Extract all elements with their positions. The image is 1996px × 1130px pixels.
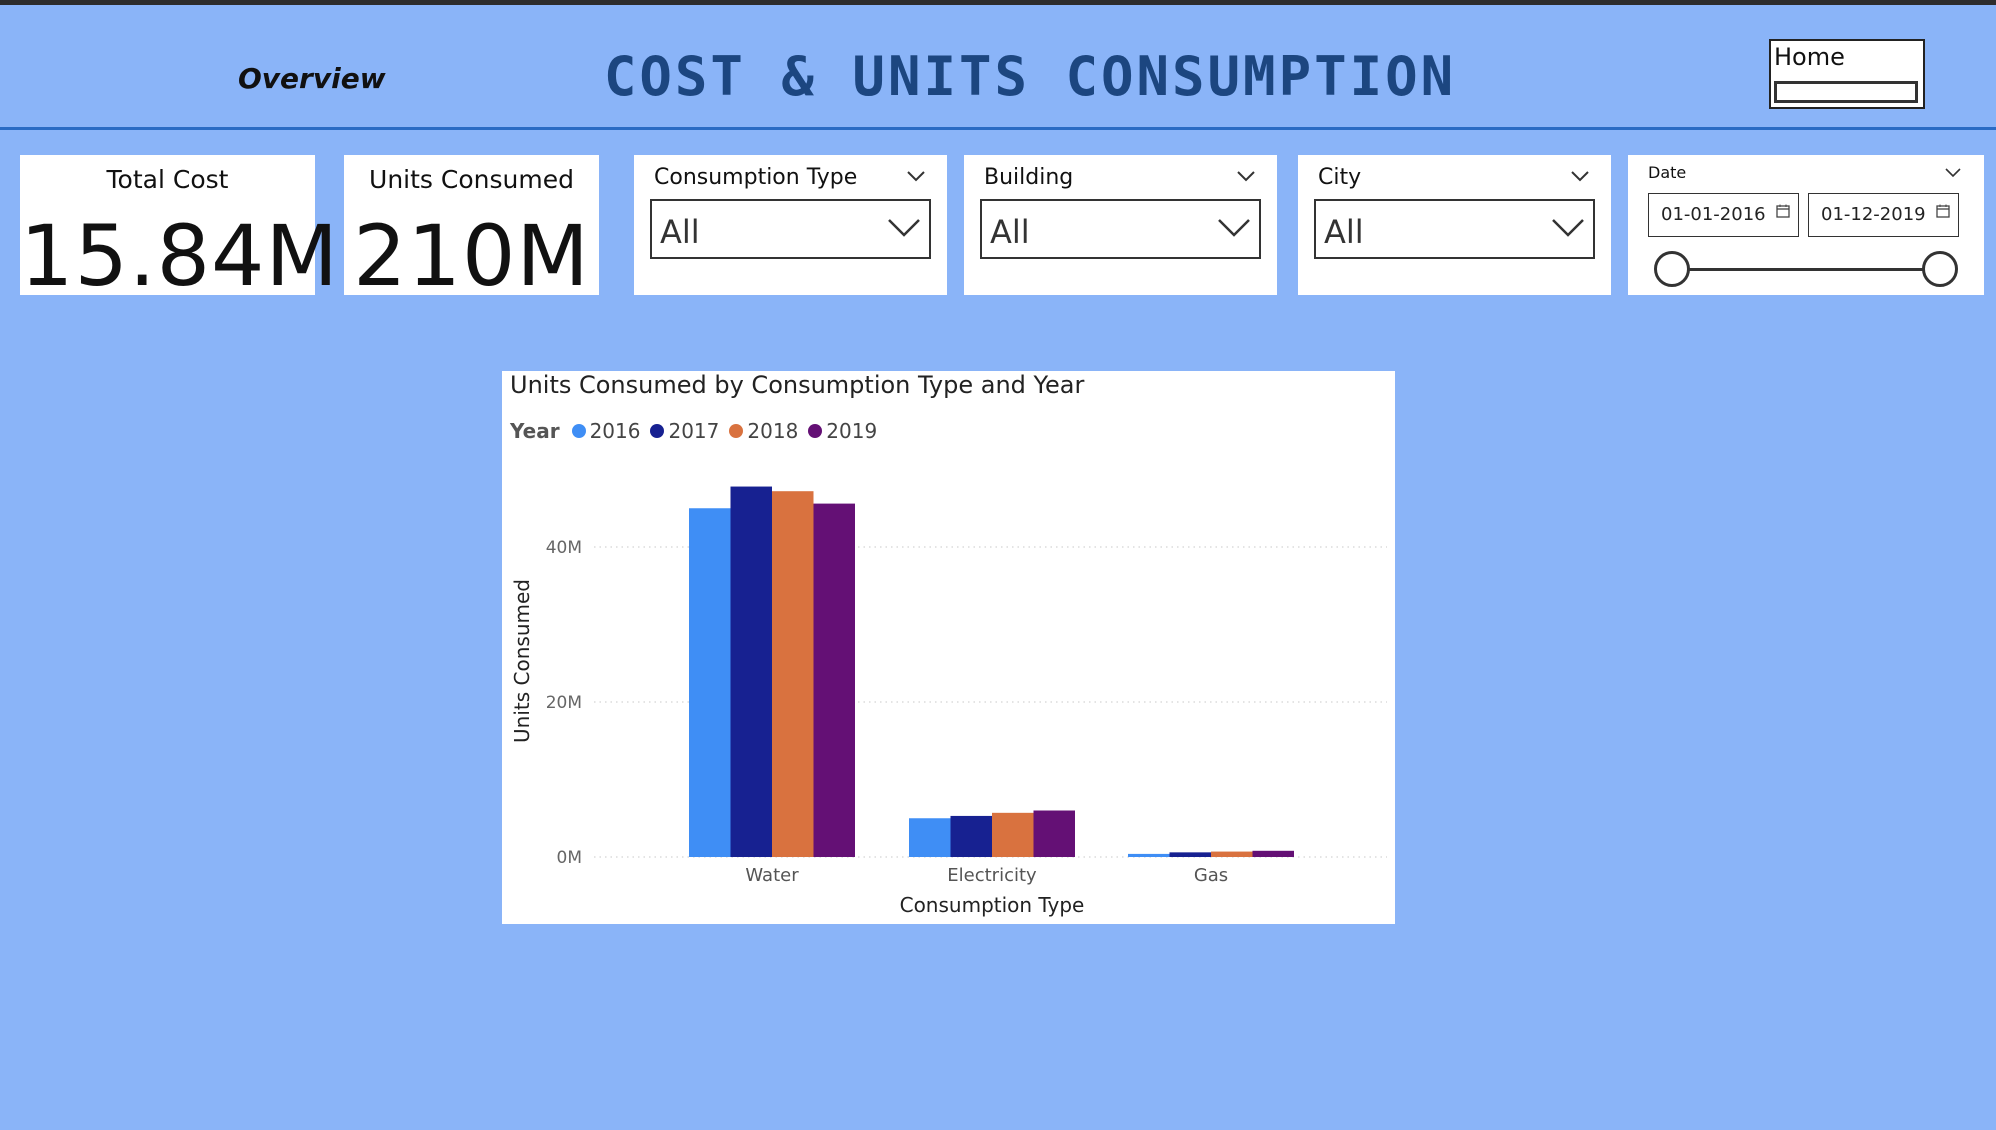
end-date-value: 01-12-2019 [1821, 204, 1926, 225]
chevron-down-icon[interactable] [905, 165, 927, 187]
home-button[interactable]: Home [1769, 39, 1925, 109]
chart-plot: 0M 20M 40M Water Electricity Gas Consumption T… [510, 486, 1387, 917]
legend-dot-2019 [808, 424, 823, 438]
dropdown-arrow-icon [1552, 219, 1584, 237]
bar[interactable] [730, 486, 773, 857]
legend-dot-2017 [650, 424, 665, 438]
consumption-type-dropdown[interactable]: All [650, 199, 931, 259]
date-slicer-label: Date [1648, 163, 1687, 182]
building-slicer-label: Building [984, 165, 1074, 190]
y-tick-label: 20M [546, 693, 582, 713]
units-consumed-card: Units Consumed 210M [344, 155, 599, 305]
city-value: All [1324, 213, 1364, 251]
date-range-start-handle[interactable] [1654, 251, 1690, 287]
bar[interactable] [1211, 851, 1253, 857]
window-top-border [0, 0, 1996, 5]
legend-title: Year [510, 419, 560, 443]
legend-item[interactable]: 2016 [571, 419, 641, 443]
legend-label-2016: 2016 [589, 419, 641, 443]
page-title: COST & UNITS CONSUMPTION [603, 45, 1457, 108]
bar[interactable] [689, 508, 731, 857]
total-cost-card: Total Cost 15.84M [20, 155, 338, 305]
total-cost-label: Total Cost [106, 165, 229, 194]
city-slicer-label: City [1318, 165, 1362, 190]
building-slicer: Building All [964, 155, 1277, 295]
units-consumed-label: Units Consumed [369, 165, 574, 194]
bar[interactable] [950, 815, 993, 857]
bar[interactable] [1033, 810, 1076, 858]
bar[interactable] [1169, 852, 1212, 857]
units-consumed-value: 210M [353, 207, 590, 305]
x-axis-title: Consumption Type [900, 893, 1085, 917]
dropdown-arrow-icon [888, 219, 920, 237]
end-date-input[interactable]: 01-12-2019 [1808, 193, 1959, 237]
overview-nav-label[interactable]: Overview [238, 62, 386, 95]
units-by-type-year-chart: Units Consumed by Consumption Type and Y… [502, 371, 1395, 924]
x-tick-label: Gas [1194, 865, 1228, 886]
bar[interactable] [1252, 850, 1295, 857]
home-button-label: Home [1774, 43, 1845, 71]
legend-label-2018: 2018 [747, 419, 799, 443]
legend-label-2019: 2019 [826, 419, 878, 443]
date-range-end-handle[interactable] [1922, 251, 1958, 287]
chevron-down-icon[interactable] [1569, 165, 1591, 187]
building-value: All [990, 213, 1030, 251]
chart-title: Units Consumed by Consumption Type and Y… [510, 371, 1085, 399]
legend-dot-2016 [571, 424, 586, 438]
x-tick-label: Electricity [947, 865, 1037, 886]
chart-legend: Year 2016 2017 2018 2019 [510, 419, 887, 443]
x-tick-label: Water [745, 865, 799, 886]
y-tick-label: 40M [546, 538, 582, 558]
building-dropdown[interactable]: All [980, 199, 1261, 259]
legend-item[interactable]: 2019 [808, 419, 877, 443]
dropdown-arrow-icon [1218, 219, 1250, 237]
chevron-down-icon[interactable] [1942, 161, 1964, 183]
date-range-slider-track[interactable] [1672, 268, 1940, 271]
bar[interactable] [1128, 853, 1170, 857]
consumption-type-value: All [660, 213, 700, 251]
bar[interactable] [772, 491, 814, 857]
legend-dot-2018 [729, 424, 744, 438]
city-slicer: City All [1298, 155, 1611, 295]
legend-label-2017: 2017 [668, 419, 720, 443]
legend-item[interactable]: 2018 [729, 419, 798, 443]
y-tick-label: 0M [557, 848, 582, 868]
y-axis-title: Units Consumed [510, 579, 534, 743]
consumption-type-slicer-label: Consumption Type [654, 165, 858, 190]
consumption-type-slicer: Consumption Type All [634, 155, 947, 295]
calendar-icon[interactable] [1936, 204, 1950, 218]
bar[interactable] [909, 818, 951, 857]
total-cost-value: 15.84M [20, 207, 339, 305]
calendar-icon[interactable] [1776, 204, 1790, 218]
date-slicer: Date 01-01-2016 01-12-2019 [1628, 155, 1984, 295]
city-dropdown[interactable]: All [1314, 199, 1595, 259]
bar[interactable] [992, 812, 1034, 857]
legend-item[interactable]: 2017 [650, 419, 719, 443]
bar[interactable] [813, 503, 856, 857]
start-date-input[interactable]: 01-01-2016 [1648, 193, 1799, 237]
home-button-frame [1774, 81, 1918, 103]
chevron-down-icon[interactable] [1235, 165, 1257, 187]
start-date-value: 01-01-2016 [1661, 204, 1766, 225]
header-divider [0, 127, 1996, 130]
